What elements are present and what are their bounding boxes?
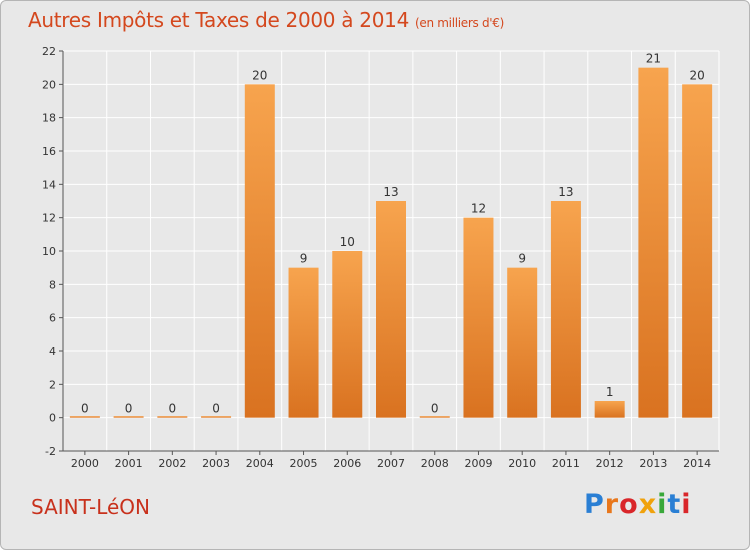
x-tick-label: 2014 [683, 457, 711, 470]
x-tick-label: 2005 [290, 457, 318, 470]
bar-value-label: 13 [383, 185, 398, 199]
chart-title: Autres Impôts et Taxes de 2000 à 2014 (en… [28, 8, 504, 32]
y-tick-label: 8 [49, 278, 56, 291]
x-tick-label: 2003 [202, 457, 230, 470]
y-tick-label: 22 [42, 45, 56, 58]
bar [113, 416, 144, 418]
bar [332, 251, 363, 418]
bar [157, 416, 188, 418]
y-tick-label: 14 [42, 178, 56, 191]
x-tick-label: 2009 [464, 457, 492, 470]
x-tick-label: 2006 [333, 457, 361, 470]
y-tick-label: 20 [42, 78, 56, 91]
x-tick-label: 2000 [71, 457, 99, 470]
bar-value-label: 9 [300, 252, 308, 266]
logo-letter: o [619, 489, 639, 520]
bar [419, 416, 450, 418]
bar-value-label: 0 [81, 402, 89, 416]
bar-value-label: 21 [646, 52, 661, 66]
bar-value-label: 0 [169, 402, 177, 416]
bar [594, 401, 625, 418]
y-tick-label: -2 [45, 445, 56, 458]
bar [201, 416, 232, 418]
bar-value-label: 0 [125, 402, 133, 416]
chart-title-text: Autres Impôts et Taxes de 2000 à 2014 [28, 8, 409, 32]
x-tick-label: 2008 [421, 457, 449, 470]
logo-letter: i [657, 489, 668, 520]
bar-value-label: 20 [689, 68, 704, 82]
y-tick-label: 16 [42, 145, 56, 158]
bar-value-label: 9 [518, 252, 526, 266]
bar-value-label: 1 [606, 385, 614, 399]
proxiti-logo: Proxiti [584, 489, 692, 520]
bar [638, 67, 669, 418]
bar [550, 201, 581, 418]
logo-letter: r [604, 489, 620, 520]
bar [244, 84, 275, 418]
bar-value-label: 10 [340, 235, 355, 249]
y-tick-label: 18 [42, 112, 56, 125]
y-tick-label: 10 [42, 245, 56, 258]
bar-value-label: 0 [431, 402, 439, 416]
x-tick-label: 2004 [246, 457, 274, 470]
bar-value-label: 12 [471, 202, 486, 216]
bar-value-label: 20 [252, 68, 267, 82]
x-tick-label: 2012 [596, 457, 624, 470]
y-tick-label: 6 [49, 312, 56, 325]
chart-unit: (en milliers d'€) [415, 16, 505, 30]
bar-value-label: 13 [558, 185, 573, 199]
logo-letter: t [667, 489, 682, 520]
bar [69, 416, 100, 418]
y-tick-label: 2 [49, 378, 56, 391]
logo-letter: i [681, 489, 692, 520]
logo-letter: P [584, 489, 605, 520]
y-tick-label: 0 [49, 412, 56, 425]
x-tick-label: 2011 [552, 457, 580, 470]
x-tick-label: 2001 [115, 457, 143, 470]
commune-name: SAINT-LéON [31, 495, 151, 519]
x-tick-label: 2002 [158, 457, 186, 470]
bar-value-label: 0 [212, 402, 220, 416]
logo-letter: x [638, 489, 658, 520]
bar [376, 201, 406, 418]
x-tick-label: 2010 [508, 457, 536, 470]
y-tick-label: 12 [42, 212, 56, 225]
bar [682, 84, 713, 418]
x-tick-label: 2013 [639, 457, 667, 470]
bar [288, 267, 319, 418]
x-tick-label: 2007 [377, 457, 405, 470]
bar [507, 267, 538, 418]
bar [463, 217, 494, 418]
y-tick-label: 4 [49, 345, 56, 358]
